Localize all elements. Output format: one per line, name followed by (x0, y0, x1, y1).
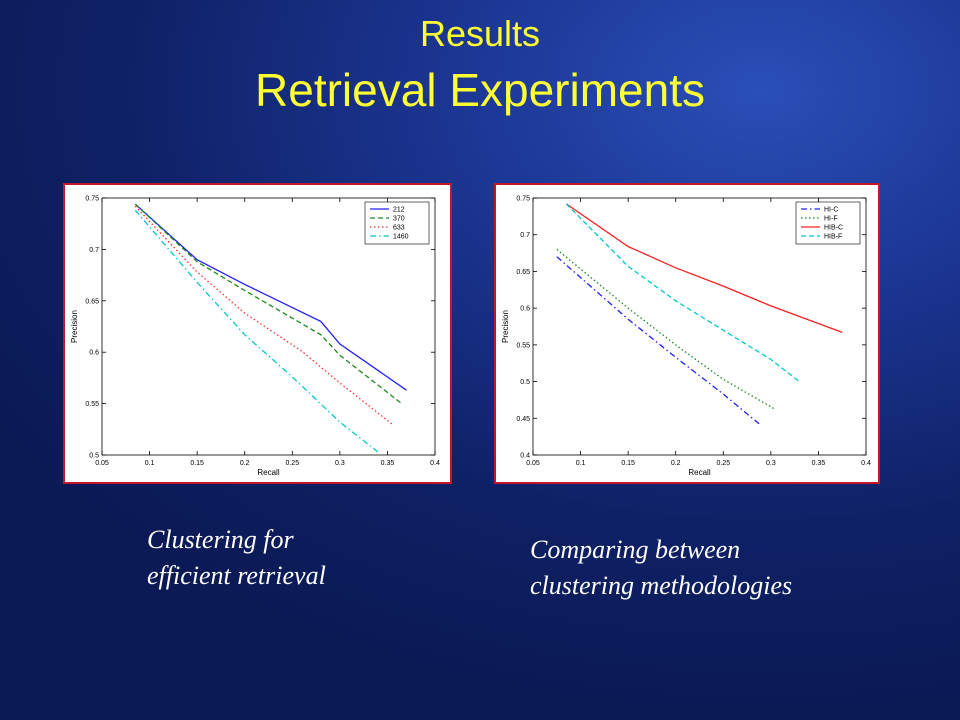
chart-panel-methodologies: 0.05 0.1 0.15 0.2 0.25 0.3 0.35 0.4 0.4 0.45 0.5 0.… (494, 183, 880, 484)
x-tick-label: 0.05 (526, 460, 540, 467)
y-tick-label: 0.7 (89, 247, 99, 254)
x-axis-label: Recall (688, 468, 710, 477)
x-axis-label: Recall (257, 468, 279, 477)
caption-right-line1: Comparing between (530, 535, 741, 564)
legend-label: 1460 (393, 234, 409, 241)
y-tick-label: 0.6 (520, 306, 530, 313)
caption-left-line1: Clustering for (147, 525, 294, 554)
x-tick-label: 0.35 (381, 460, 395, 467)
y-tick-label: 0.6 (89, 350, 99, 357)
y-tick-label: 0.75 (85, 196, 99, 203)
legend-label: 370 (393, 216, 405, 223)
x-tick-label: 0.1 (145, 460, 155, 467)
legend-label: 633 (393, 225, 405, 232)
legend-label: 212 (393, 207, 405, 214)
caption-left-line2: efficient retrieval (147, 561, 326, 590)
x-tick-label: 0.15 (621, 460, 635, 467)
x-tick-label: 0.2 (240, 460, 250, 467)
chart-clustering-efficiency: 0.05 0.1 0.15 0.2 0.25 0.3 0.35 0.4 0.5 0.55 0.6 0.… (70, 196, 440, 478)
x-tick-label: 0.25 (716, 460, 730, 467)
x-tick-label: 0.2 (671, 460, 681, 467)
series-line-1460 (134, 209, 379, 453)
x-tick-label: 0.15 (190, 460, 204, 467)
y-tick-label: 0.7 (520, 232, 530, 239)
legend-label: HIB-C (824, 225, 843, 232)
x-tick-label: 0.35 (812, 460, 826, 467)
slide-title: Results (419, 13, 541, 54)
x-tick-label: 0.1 (576, 460, 586, 467)
x-tick-label: 0.3 (766, 460, 776, 467)
legend-label: HI-F (824, 216, 838, 223)
x-tick-label: 0.4 (430, 460, 440, 467)
caption-right: Comparing between clustering methodologi… (530, 532, 792, 604)
slide-subtitle: Retrieval Experiments (255, 64, 705, 116)
x-tick-label: 0.05 (95, 460, 109, 467)
y-tick-label: 0.55 (516, 342, 530, 349)
y-tick-label: 0.45 (516, 416, 530, 423)
series-line-hib-f (565, 203, 800, 383)
legend-label: HIB-F (824, 234, 842, 241)
y-tick-label: 0.4 (520, 453, 530, 460)
series-line-hib-c (565, 203, 843, 334)
y-axis-label: Precision (501, 310, 510, 343)
series-line-hi-f (556, 248, 776, 411)
y-tick-label: 0.5 (520, 379, 530, 386)
x-tick-label: 0.3 (335, 460, 345, 467)
y-tick-label: 0.65 (85, 298, 99, 305)
x-tick-label: 0.4 (861, 460, 871, 467)
series-line-370 (134, 203, 403, 405)
chart-methodology-comparison: 0.05 0.1 0.15 0.2 0.25 0.3 0.35 0.4 0.4 0.45 0.5 0.… (501, 196, 871, 478)
caption-left: Clustering for efficient retrieval (147, 522, 326, 594)
x-tick-label: 0.25 (285, 460, 299, 467)
legend-box (364, 201, 430, 245)
y-axis-label: Precision (70, 310, 79, 343)
y-tick-label: 0.55 (85, 401, 99, 408)
legend-label: HI-C (824, 207, 838, 214)
series-line-212 (134, 203, 407, 391)
y-tick-label: 0.65 (516, 269, 530, 276)
chart-panel-clustering: 0.05 0.1 0.15 0.2 0.25 0.3 0.35 0.4 0.5 0.55 0.6 0.… (63, 183, 452, 484)
y-tick-label: 0.5 (89, 453, 99, 460)
series-line-hi-c (556, 256, 762, 427)
caption-right-line2: clustering methodologies (530, 571, 793, 600)
legend-box (795, 201, 861, 245)
y-tick-label: 0.75 (516, 196, 530, 203)
